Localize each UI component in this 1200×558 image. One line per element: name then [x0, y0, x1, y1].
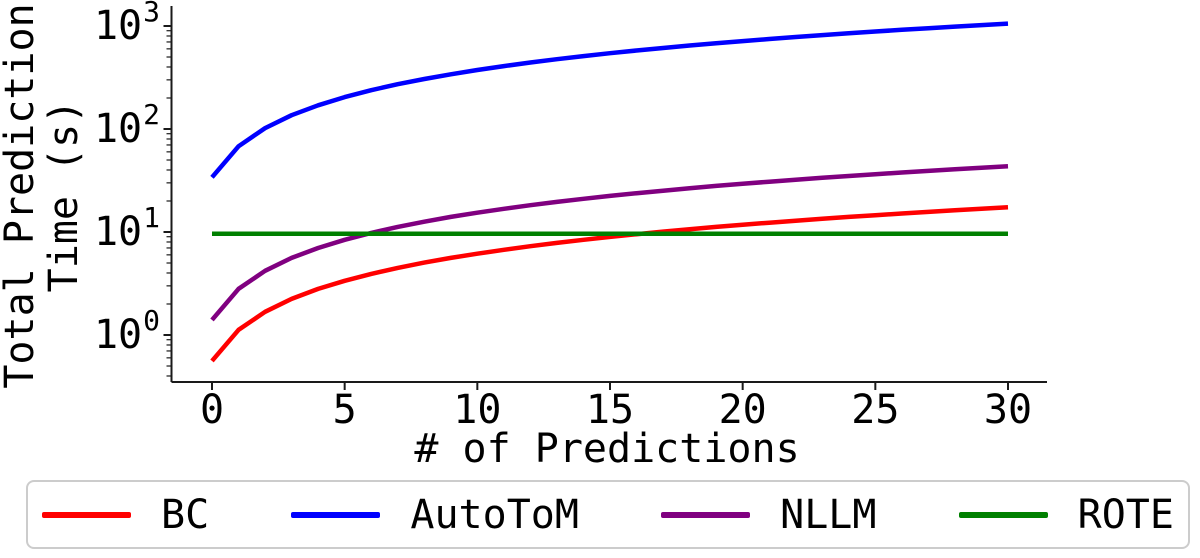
y-tick-base: 10	[93, 3, 143, 49]
legend-label-bc: BC	[161, 491, 210, 538]
y-tick-exponent: 2	[143, 97, 160, 131]
line-bc	[210, 205, 1009, 363]
y-tick-label-10e2: 102	[93, 100, 160, 152]
y-tick-label-10e1: 101	[93, 203, 160, 255]
y-tick-base: 10	[93, 209, 143, 255]
x-tick-label-20: 20	[718, 387, 767, 433]
line-nllm	[210, 164, 1009, 322]
y-tick-exponent: 1	[143, 200, 160, 234]
data-lines	[210, 21, 1009, 363]
y-axis-label-line-2: Time (s)	[41, 99, 87, 293]
legend-label-rote: ROTE	[1077, 491, 1174, 538]
x-tick-label-5: 5	[332, 387, 357, 433]
legend-label-nllm: NLLM	[780, 491, 877, 538]
y-tick-exponent: 0	[143, 303, 160, 337]
x-tick-label-15: 15	[585, 387, 635, 433]
y-tick-exponent: 3	[143, 0, 160, 28]
legend-item-nllm: NLLM	[661, 495, 876, 535]
legend-swatch-bc	[42, 511, 131, 518]
x-axis-label: # of Predictions	[414, 426, 800, 472]
legend-label-autotom: AutoToM	[410, 491, 579, 538]
x-tick-label-10: 10	[453, 387, 502, 433]
y-axis-label-line-1: Total Prediction	[0, 3, 43, 389]
y-tick-base: 10	[93, 106, 143, 152]
legend-item-rote: ROTE	[958, 491, 1174, 538]
legend-item-autotom: AutoToM	[291, 495, 579, 535]
x-tick-label-25: 25	[851, 387, 900, 433]
legend-swatch-nllm	[661, 511, 751, 518]
y-tick-base: 10	[93, 312, 143, 358]
y-tick-label-10e0: 100	[93, 306, 160, 358]
legend-swatch-autotom	[291, 511, 381, 518]
legend-item-bc: BC	[42, 495, 209, 535]
x-tick-label-0: 0	[199, 387, 225, 433]
legend-swatch-rote	[958, 511, 1048, 518]
axes-ticks	[163, 25, 1009, 390]
y-axis-label: Total Prediction Time (s)	[0, 3, 87, 389]
y-tick-label-10e3: 103	[93, 0, 160, 49]
line-autotom	[210, 21, 1009, 179]
legend: BC AutoToM NLLM ROTE	[26, 480, 1190, 549]
x-tick-label-30: 30	[983, 387, 1033, 433]
